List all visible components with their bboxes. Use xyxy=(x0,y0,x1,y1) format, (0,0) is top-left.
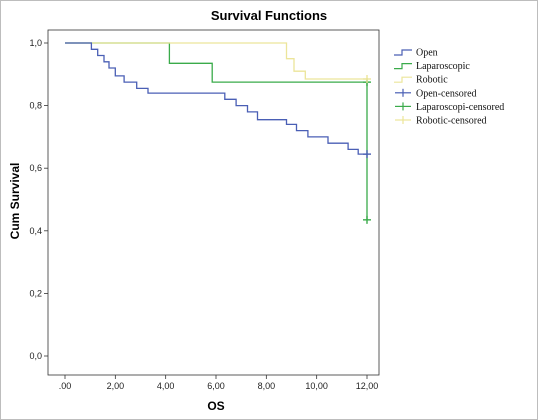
series-layer xyxy=(65,42,371,224)
y-tick-label: 0,8 xyxy=(29,101,42,111)
legend-swatch-open-censored xyxy=(395,88,411,97)
y-tick-label: 0,0 xyxy=(29,351,42,361)
chart-title: Survival Functions xyxy=(211,8,327,23)
x-tick-label: 12,00 xyxy=(356,381,379,391)
y-tick-label: 0,6 xyxy=(29,163,42,173)
legend-label-open-censored: Open-censored xyxy=(416,88,477,99)
x-tick-label: 2,00 xyxy=(107,381,125,391)
axis-ticks: .00 2,00 4,00 6,00 8,00 10,00 12,00 0,0 0,2 0,4 0,… xyxy=(29,38,378,391)
legend-label-laparoscopi-censored: Laparoscopi-censored xyxy=(416,102,504,113)
legend-label-robotic-censored: Robotic-censored xyxy=(416,116,487,127)
plot-area xyxy=(47,29,380,376)
legend-label-open: Open xyxy=(416,48,438,59)
censor-mark-open xyxy=(363,150,371,159)
x-tick-label: 8,00 xyxy=(258,381,276,391)
y-axis-label: Cum Survival xyxy=(8,163,22,240)
legend-swatch-robotic-censored xyxy=(395,116,411,124)
x-tick-label: .00 xyxy=(59,381,72,391)
legend-label-laparoscopic: Laparoscopic xyxy=(416,61,470,72)
legend-swatch-robotic xyxy=(394,76,412,83)
series-line-open xyxy=(65,42,367,155)
x-axis-label: OS xyxy=(207,399,224,413)
x-tick-label: 10,00 xyxy=(305,381,328,391)
legend-swatch-laparoscopi-censored xyxy=(395,102,411,111)
legend: Open Laparoscopic Robotic Open-censored Lapa… xyxy=(394,48,504,127)
x-tick-label: 4,00 xyxy=(157,381,175,391)
y-tick-label: 1,0 xyxy=(29,38,42,48)
legend-swatch-open xyxy=(394,49,412,56)
series-line-robotic xyxy=(65,42,367,80)
legend-label-robotic: Robotic xyxy=(416,75,448,86)
censor-mark-laparoscopic xyxy=(363,215,371,224)
censor-mark-robotic xyxy=(363,74,371,83)
legend-swatch-laparoscopic xyxy=(394,63,412,70)
x-tick-label: 6,00 xyxy=(207,381,225,391)
y-tick-label: 0,2 xyxy=(29,288,42,298)
y-tick-label: 0,4 xyxy=(29,226,42,236)
